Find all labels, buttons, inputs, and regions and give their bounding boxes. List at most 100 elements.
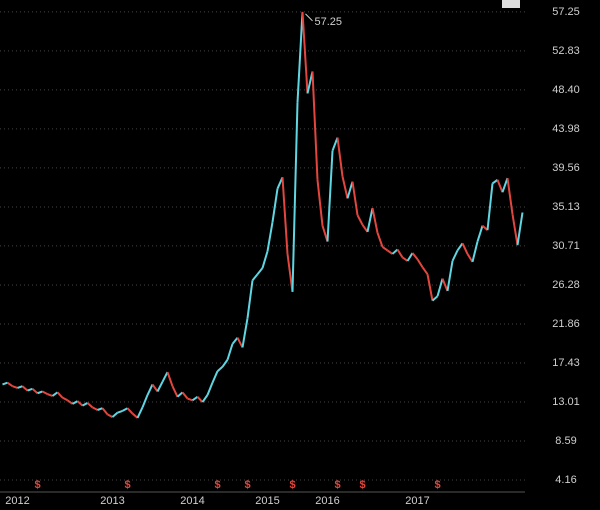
- price-segment: [296, 11, 304, 103]
- price-segment: [187, 397, 193, 402]
- price-segment: [176, 391, 184, 398]
- price-segment: [436, 278, 444, 297]
- y-tick-label: 30.71: [552, 240, 580, 252]
- y-tick-label: 17.43: [552, 357, 580, 369]
- price-segment: [241, 318, 249, 348]
- price-segment: [206, 382, 214, 396]
- price-segment: [381, 246, 389, 252]
- peak-label: 57.25: [315, 16, 343, 28]
- price-segment: [221, 359, 229, 368]
- x-tick-label: 2013: [100, 495, 124, 507]
- y-tick-label: 13.01: [552, 396, 580, 408]
- x-tick-label: 2017: [405, 495, 429, 507]
- price-segment: [86, 402, 94, 409]
- price-segment: [37, 390, 43, 395]
- y-tick-label: 21.86: [552, 318, 580, 330]
- price-segment: [256, 267, 264, 275]
- y-tick-label: 35.13: [552, 201, 580, 213]
- menu-icon[interactable]: [502, 0, 520, 8]
- price-segment: [331, 137, 339, 152]
- price-segment: [146, 384, 154, 396]
- price-segment: [361, 224, 369, 233]
- price-segment: [97, 407, 103, 411]
- price-segment: [411, 252, 419, 260]
- price-segment: [516, 212, 524, 246]
- price-segment: [156, 381, 164, 392]
- price-segment: [391, 248, 399, 255]
- price-segment: [356, 214, 364, 226]
- price-segment: [506, 177, 514, 215]
- price-segment: [271, 188, 279, 223]
- y-tick-label: 26.28: [552, 279, 580, 291]
- price-segment: [107, 413, 113, 418]
- x-tick-label: 2014: [180, 495, 204, 507]
- price-segment: [191, 395, 199, 402]
- price-segment: [111, 411, 119, 418]
- price-segment: [471, 241, 479, 263]
- price-segment: [246, 280, 254, 319]
- price-segment: [122, 407, 128, 412]
- price-segment: [236, 337, 244, 348]
- price-segment: [371, 207, 379, 233]
- price-segment: [306, 71, 314, 94]
- y-tick-label: 48.40: [552, 84, 580, 96]
- price-segment: [441, 278, 449, 292]
- price-segment: [92, 406, 98, 411]
- y-tick-label: 57.25: [552, 6, 580, 18]
- x-tick-label: 2016: [315, 495, 339, 507]
- price-segment: [181, 391, 189, 400]
- y-tick-label: 4.16: [555, 474, 576, 486]
- price-segment: [51, 391, 59, 397]
- price-segment: [496, 179, 504, 193]
- price-segment: [466, 253, 474, 263]
- price-segment: [131, 412, 139, 419]
- dividend-flag: $: [124, 479, 130, 491]
- price-segment: [2, 381, 8, 386]
- price-segment: [341, 176, 349, 199]
- price-segment: [311, 71, 319, 180]
- y-tick-label: 8.59: [555, 435, 576, 447]
- dividend-flag: $: [244, 479, 250, 491]
- price-segment: [336, 137, 344, 177]
- price-segment: [376, 232, 384, 248]
- price-segment: [316, 179, 324, 226]
- price-segment: [6, 381, 14, 388]
- price-segment: [406, 252, 414, 262]
- price-segment: [126, 407, 134, 415]
- price-segment: [301, 11, 309, 94]
- price-segment: [47, 393, 53, 397]
- price-segment: [161, 371, 169, 383]
- price-segment: [42, 390, 48, 396]
- price-segment: [31, 388, 39, 394]
- price-segment: [431, 295, 439, 302]
- price-segment: [476, 225, 484, 242]
- price-segment: [17, 385, 23, 389]
- price-segment: [21, 385, 29, 392]
- price-segment: [226, 343, 234, 361]
- price-segment: [416, 258, 424, 268]
- price-segment: [216, 366, 224, 372]
- price-segment: [266, 222, 274, 252]
- price-segment: [426, 274, 434, 301]
- price-segment: [66, 399, 74, 405]
- y-tick-label: 43.98: [552, 123, 580, 135]
- price-segment: [291, 102, 299, 292]
- price-segment: [421, 266, 429, 275]
- price-segment: [351, 181, 359, 216]
- price-segment: [166, 371, 174, 387]
- price-segment: [366, 207, 374, 233]
- price-segment: [261, 251, 269, 269]
- price-segment: [72, 400, 78, 405]
- dividend-flag: $: [214, 479, 220, 491]
- x-tick-label: 2012: [5, 495, 29, 507]
- price-segment: [141, 394, 149, 408]
- price-segment: [101, 407, 109, 416]
- y-tick-label: 39.56: [552, 162, 580, 174]
- price-segment: [201, 394, 209, 403]
- dividend-flag: $: [434, 479, 440, 491]
- price-segment: [511, 214, 519, 246]
- price-segment: [251, 273, 259, 282]
- price-segment: [396, 248, 404, 258]
- price-segment: [386, 249, 394, 255]
- y-tick-label: 52.83: [552, 45, 580, 57]
